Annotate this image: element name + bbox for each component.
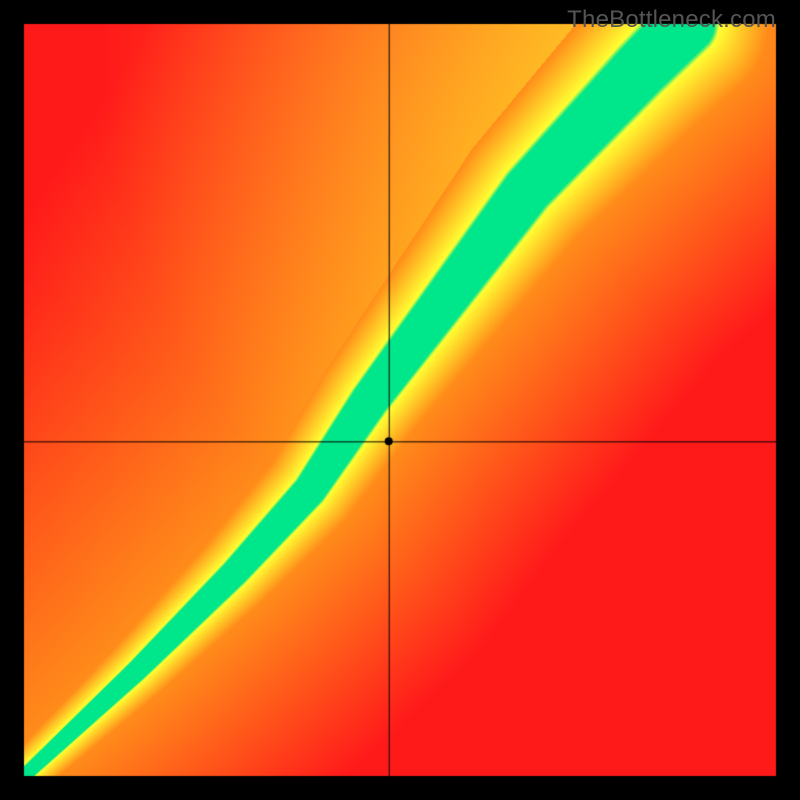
bottleneck-heatmap (0, 0, 800, 800)
watermark-text: TheBottleneck.com (567, 6, 776, 34)
chart-container: TheBottleneck.com (0, 0, 800, 800)
